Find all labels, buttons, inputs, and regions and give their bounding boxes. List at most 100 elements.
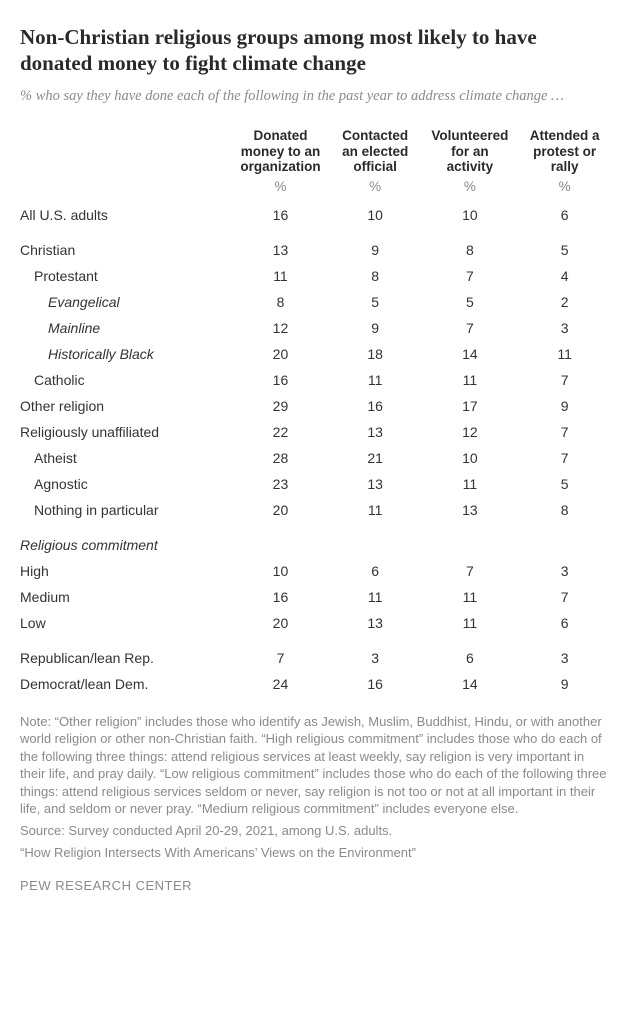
row-label: Low [20,610,233,636]
cell-value: 20 [233,610,328,636]
row-label: Mainline [20,315,233,341]
row-label: Evangelical [20,289,233,315]
cell-value: 9 [328,315,423,341]
cell-value: 7 [517,584,612,610]
row-label: Catholic [20,367,233,393]
cell-value: 10 [328,202,423,228]
pct-symbol: % [423,177,518,202]
cell-value: 16 [233,584,328,610]
cell-value: 12 [233,315,328,341]
cell-value: 8 [517,497,612,523]
cell-value: 7 [423,558,518,584]
table-row: Atheist2821107 [20,445,612,471]
cell-value: 7 [423,315,518,341]
cell-value: 5 [423,289,518,315]
cell-value: 22 [233,419,328,445]
table-row: High10673 [20,558,612,584]
cell-value: 11 [423,610,518,636]
cell-value: 28 [233,445,328,471]
cell-value: 3 [517,315,612,341]
chart-title: Non-Christian religious groups among mos… [20,24,612,77]
row-label: Christian [20,228,233,263]
section-header-label: Religious commitment [20,523,612,558]
cell-value: 13 [328,610,423,636]
cell-value: 7 [517,419,612,445]
section-header-row: Religious commitment [20,523,612,558]
row-label: Nothing in particular [20,497,233,523]
cell-value: 7 [517,445,612,471]
cell-value: 11 [423,367,518,393]
row-label: Atheist [20,445,233,471]
cell-value: 9 [517,671,612,697]
cell-value: 17 [423,393,518,419]
cell-value: 10 [233,558,328,584]
cell-value: 13 [423,497,518,523]
cell-value: 10 [423,445,518,471]
col-header: Contacted an elected official [328,124,423,177]
cell-value: 11 [423,584,518,610]
cell-value: 7 [517,367,612,393]
table-row: Low2013116 [20,610,612,636]
cell-value: 13 [328,471,423,497]
cell-value: 16 [233,202,328,228]
row-label: High [20,558,233,584]
table-row: Religiously unaffiliated2213127 [20,419,612,445]
cell-value: 6 [517,610,612,636]
cell-value: 6 [423,636,518,671]
cell-value: 10 [423,202,518,228]
cell-value: 8 [423,228,518,263]
table-row: Christian13985 [20,228,612,263]
cell-value: 14 [423,671,518,697]
table-row: Democrat/lean Dem.2416149 [20,671,612,697]
cell-value: 14 [423,341,518,367]
cell-value: 23 [233,471,328,497]
cell-value: 5 [517,471,612,497]
cell-value: 11 [328,367,423,393]
cell-value: 5 [328,289,423,315]
cell-value: 2 [517,289,612,315]
cell-value: 3 [517,636,612,671]
cell-value: 18 [328,341,423,367]
cell-value: 16 [233,367,328,393]
cell-value: 11 [328,497,423,523]
cell-value: 9 [328,228,423,263]
cell-value: 11 [517,341,612,367]
pct-symbol: % [517,177,612,202]
source-line: Source: Survey conducted April 20-29, 20… [20,822,612,840]
col-header: Donated money to an organization [233,124,328,177]
table-row: Mainline12973 [20,315,612,341]
cell-value: 12 [423,419,518,445]
pct-symbol: % [233,177,328,202]
col-header: Volunteered for an activity [423,124,518,177]
cell-value: 16 [328,671,423,697]
table-row: Agnostic2313115 [20,471,612,497]
table-row: Historically Black20181411 [20,341,612,367]
cell-value: 13 [233,228,328,263]
cell-value: 24 [233,671,328,697]
cell-value: 29 [233,393,328,419]
cell-value: 7 [233,636,328,671]
table-row: Catholic1611117 [20,367,612,393]
row-label: Protestant [20,263,233,289]
table-row: Medium1611117 [20,584,612,610]
cell-value: 11 [233,263,328,289]
row-label: Agnostic [20,471,233,497]
row-label: Medium [20,584,233,610]
cell-value: 3 [328,636,423,671]
cell-value: 11 [423,471,518,497]
row-label: All U.S. adults [20,202,233,228]
cell-value: 3 [517,558,612,584]
table-row: Republican/lean Rep.7363 [20,636,612,671]
table-row: All U.S. adults1610106 [20,202,612,228]
cell-value: 13 [328,419,423,445]
cell-value: 8 [233,289,328,315]
cell-value: 21 [328,445,423,471]
pct-row: % % % % [20,177,612,202]
col-header: Attended a protest or rally [517,124,612,177]
cell-value: 6 [328,558,423,584]
table-row: Protestant11874 [20,263,612,289]
cell-value: 7 [423,263,518,289]
cell-value: 20 [233,497,328,523]
data-table: Donated money to an organization Contact… [20,124,612,697]
reference-line: “How Religion Intersects With Americans’… [20,844,612,862]
